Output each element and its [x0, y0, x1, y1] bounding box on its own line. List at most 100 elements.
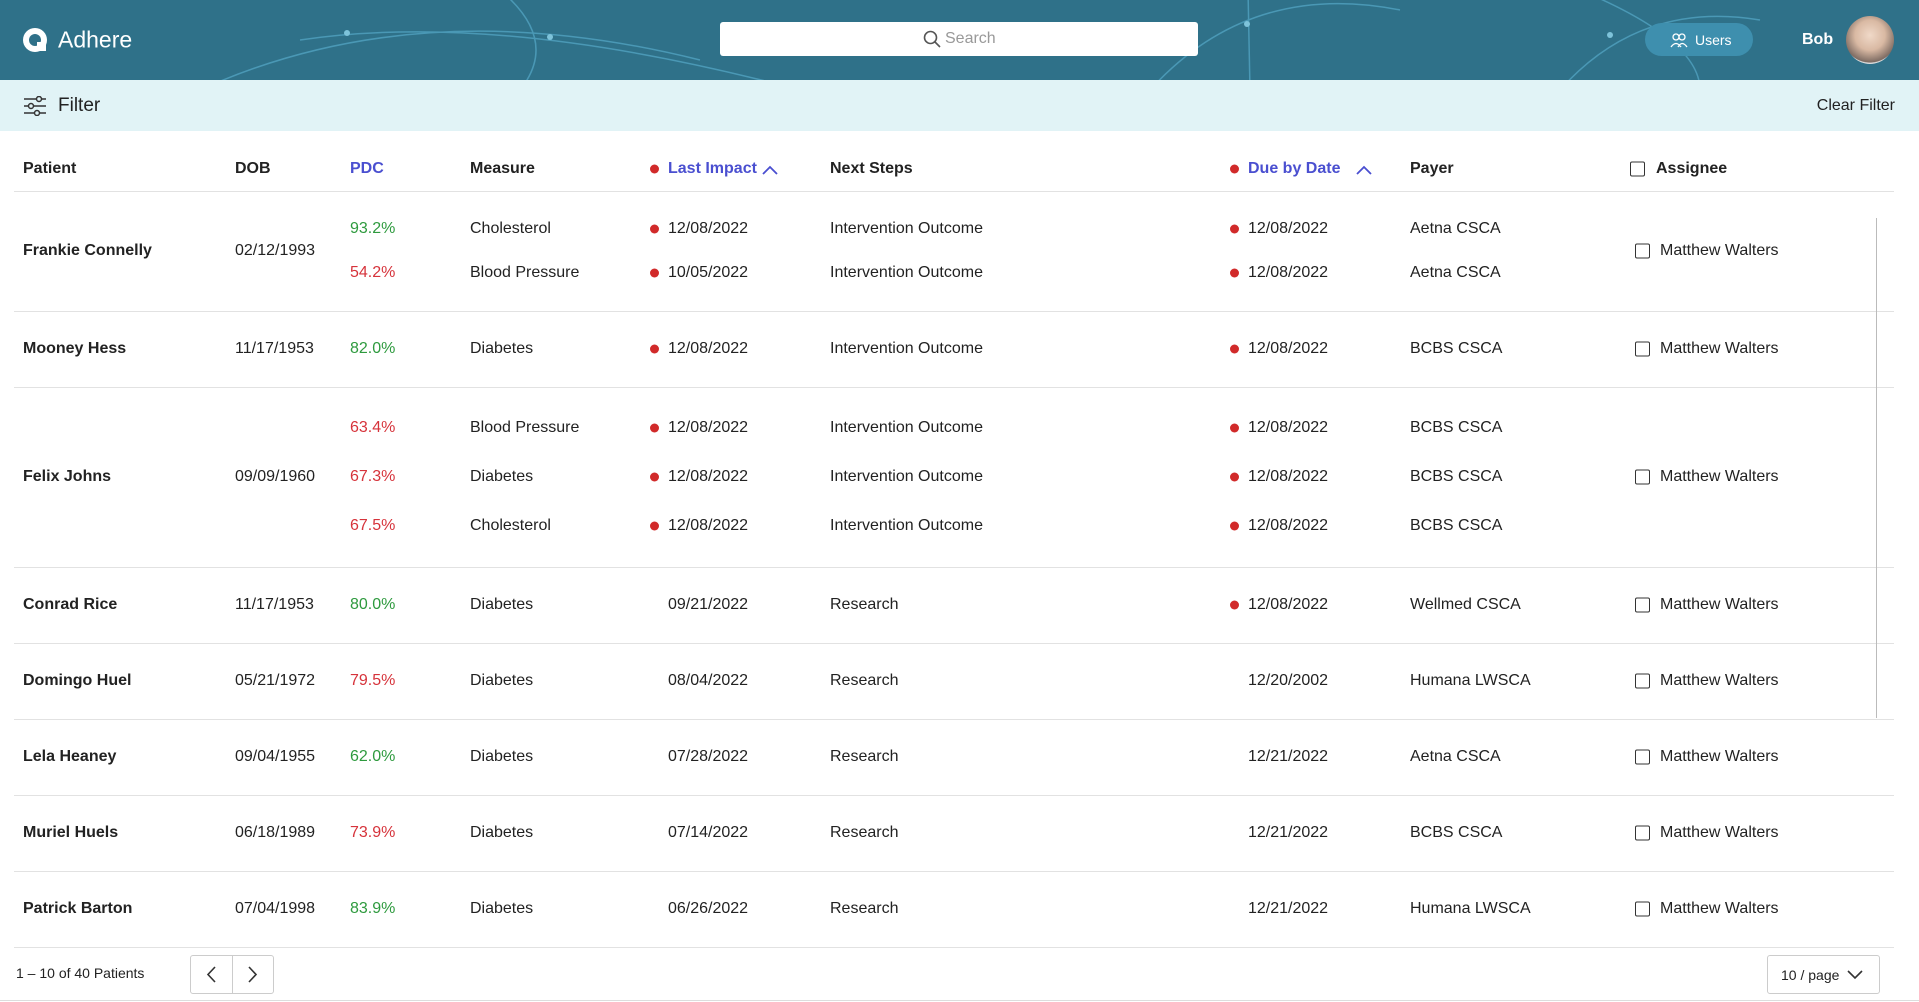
due-date: 12/08/2022 — [1248, 264, 1329, 281]
assignee: Matthew Walters — [1660, 596, 1779, 613]
page-size-select[interactable]: 10 / page — [1767, 955, 1880, 994]
clear-filter[interactable]: Clear Filter — [1816, 97, 1895, 114]
next-page[interactable] — [232, 956, 273, 993]
last-impact: 09/21/2022 — [668, 596, 749, 613]
patient-name: Felix Johns — [23, 468, 112, 485]
assignee-checkbox[interactable] — [1635, 673, 1650, 689]
column-header: Measure — [470, 160, 535, 177]
due-flag — [1230, 472, 1239, 482]
dob: 02/12/1993 — [235, 242, 316, 259]
assignee: Matthew Walters — [1660, 748, 1779, 765]
row-separator — [14, 387, 1894, 388]
filter-label[interactable]: Filter — [58, 95, 101, 116]
sort-flag — [650, 164, 659, 174]
last-impact: 06/26/2022 — [668, 900, 749, 917]
measure: Blood Pressure — [470, 264, 580, 281]
due-flag — [1230, 423, 1239, 433]
column-header[interactable]: Due by Date — [1248, 160, 1341, 177]
logo — [23, 28, 47, 52]
sort-arrow[interactable] — [762, 162, 778, 175]
next-steps: Research — [830, 672, 899, 689]
due-flag — [1230, 344, 1239, 354]
dob: 11/17/1953 — [235, 596, 314, 613]
filter-bar: Filter Clear Filter — [0, 80, 1919, 131]
next-steps: Intervention Outcome — [830, 419, 983, 436]
dob: 09/09/1960 — [235, 468, 316, 485]
last-impact: 12/08/2022 — [668, 517, 749, 534]
due-date: 12/21/2022 — [1248, 824, 1329, 841]
column-header[interactable]: PDC — [350, 160, 384, 177]
sort-arrow[interactable] — [1356, 162, 1372, 175]
next-steps: Research — [830, 900, 899, 917]
dob: 09/04/1955 — [235, 748, 316, 765]
user-name: Bob — [1802, 31, 1834, 48]
measure: Diabetes — [470, 340, 534, 357]
user-avatar[interactable] — [1846, 16, 1894, 64]
assignee: Matthew Walters — [1660, 242, 1779, 259]
pdc: 67.5% — [350, 517, 396, 534]
pdc: 63.4% — [350, 419, 396, 436]
due-date: 12/08/2022 — [1248, 419, 1329, 436]
assignee-checkbox[interactable] — [1635, 597, 1650, 613]
patient-name: Patrick Barton — [23, 900, 133, 917]
assignee: Matthew Walters — [1660, 824, 1779, 841]
due-date: 12/08/2022 — [1248, 596, 1329, 613]
payer: Aetna CSCA — [1410, 264, 1501, 281]
pdc: 82.0% — [350, 340, 396, 357]
next-steps: Intervention Outcome — [830, 468, 983, 485]
select-all-checkbox[interactable] — [1630, 161, 1645, 177]
assignee-checkbox[interactable] — [1635, 243, 1650, 259]
next-steps: Research — [830, 824, 899, 841]
prev-page[interactable] — [191, 956, 232, 993]
measure: Cholesterol — [470, 220, 551, 237]
page-range: 1 – 10 of 40 Patients — [16, 965, 145, 981]
assignee: Matthew Walters — [1660, 672, 1779, 689]
payer: BCBS CSCA — [1410, 517, 1503, 534]
assignee-checkbox[interactable] — [1635, 749, 1650, 765]
assignee-checkbox[interactable] — [1635, 901, 1650, 917]
last-impact-flag — [650, 423, 659, 433]
row-separator — [14, 643, 1894, 644]
pdc: 93.2% — [350, 220, 396, 237]
last-impact: 07/14/2022 — [668, 824, 749, 841]
users-label: Users — [1695, 32, 1732, 48]
next-steps: Research — [830, 596, 899, 613]
payer: Aetna CSCA — [1410, 748, 1501, 765]
assignee: Matthew Walters — [1660, 900, 1779, 917]
last-impact: 10/05/2022 — [668, 264, 749, 281]
users-button[interactable]: Users — [1645, 23, 1753, 56]
last-impact: 12/08/2022 — [668, 468, 749, 485]
assignee-checkbox[interactable] — [1635, 825, 1650, 841]
sort-flag — [1230, 164, 1239, 174]
assignee-checkbox[interactable] — [1635, 469, 1650, 485]
scrollbar — [1876, 218, 1877, 718]
filter-icon[interactable] — [24, 96, 46, 116]
brand: Adhere — [58, 26, 133, 53]
search-placeholder: Search — [945, 30, 996, 47]
payer: BCBS CSCA — [1410, 419, 1503, 436]
users-icon — [1670, 33, 1688, 48]
search-box[interactable]: Search — [720, 22, 1198, 56]
last-impact-flag — [650, 472, 659, 482]
last-impact: 12/08/2022 — [668, 220, 749, 237]
payer: BCBS CSCA — [1410, 340, 1503, 357]
last-impact: 08/04/2022 — [668, 672, 749, 689]
pdc: 80.0% — [350, 596, 396, 613]
due-date: 12/21/2022 — [1248, 748, 1329, 765]
row-separator — [14, 871, 1894, 872]
column-header: Patient — [23, 160, 77, 177]
measure: Diabetes — [470, 468, 534, 485]
pdc: 73.9% — [350, 824, 396, 841]
patient-name: Conrad Rice — [23, 596, 118, 613]
measure: Diabetes — [470, 824, 534, 841]
patient-name: Muriel Huels — [23, 824, 119, 841]
column-header: DOB — [235, 160, 271, 177]
measure: Diabetes — [470, 596, 534, 613]
payer: BCBS CSCA — [1410, 468, 1503, 485]
column-header[interactable]: Last Impact — [668, 160, 757, 177]
patient-name: Mooney Hess — [23, 340, 127, 357]
assignee-checkbox[interactable] — [1635, 341, 1650, 357]
pdc: 62.0% — [350, 748, 396, 765]
column-header: Payer — [1410, 160, 1454, 177]
